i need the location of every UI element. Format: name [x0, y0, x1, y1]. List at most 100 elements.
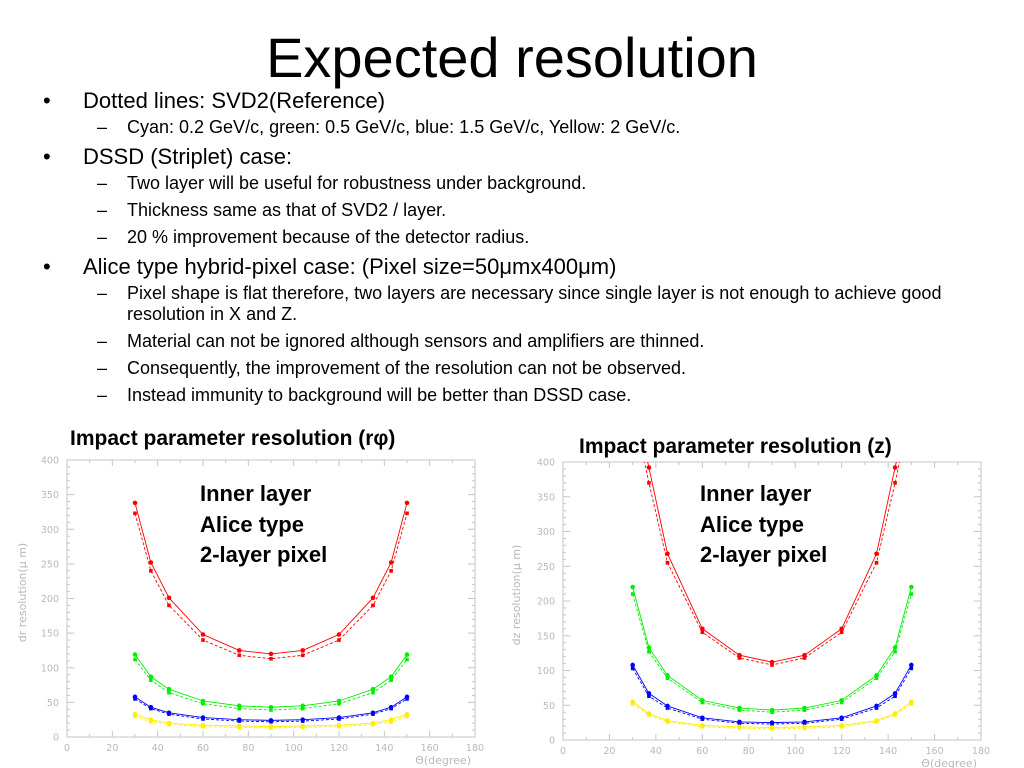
y-tick-label: 100	[537, 666, 555, 677]
chart-z: 0 20 40 60 80 100 120 140 160 180 0 50 100 150 200 250 3…	[510, 458, 990, 768]
x-tick-label: 80	[743, 746, 755, 757]
reference-point	[201, 701, 205, 706]
chart-rphi-annotation: Inner layer Alice type 2-layer pixel	[200, 479, 327, 571]
data-point	[769, 720, 775, 725]
data-point	[132, 711, 138, 717]
data-point	[700, 626, 705, 632]
data-point	[336, 698, 342, 704]
reference-point	[201, 638, 205, 642]
x-tick-label: 20	[106, 743, 118, 754]
sub-bullet-text: Instead immunity to background will be b…	[127, 385, 632, 405]
bullet-item: • Alice type hybrid-pixel case: (Pixel si…	[40, 254, 980, 280]
data-point	[132, 500, 138, 506]
data-point	[874, 718, 879, 723]
data-point	[336, 632, 342, 637]
data-point	[802, 705, 807, 711]
data-point	[370, 595, 376, 601]
x-tick-label: 140	[375, 743, 393, 754]
reference-point	[737, 656, 742, 660]
reference-point	[300, 653, 305, 658]
sub-bullet-marker: –	[97, 331, 108, 351]
reference-point	[647, 481, 651, 485]
data-point	[388, 560, 394, 565]
reference-point	[149, 678, 153, 683]
sub-bullet-text: Thickness same as that of SVD2 / layer.	[127, 200, 447, 220]
data-point	[839, 723, 844, 728]
x-tick-label: 40	[152, 743, 164, 754]
bullet-list: • Dotted lines: SVD2(Reference) – Cyan: 0.2…	[40, 86, 980, 412]
reference-point	[337, 701, 341, 706]
data-point	[236, 723, 242, 729]
bullet-item: • Dotted lines: SVD2(Reference)	[40, 88, 980, 114]
reference-point	[371, 603, 375, 608]
data-point	[404, 694, 410, 700]
annotation-line: Inner layer	[200, 481, 312, 506]
data-point	[874, 703, 879, 709]
data-point	[166, 720, 172, 726]
data-point	[148, 674, 154, 680]
reference-series-line	[632, 668, 912, 725]
x-tick-label: 120	[833, 746, 851, 757]
reference-point	[630, 666, 635, 671]
chart-rphi: 0 20 40 60 80 100 120 140 160 180 0 50 100 150 200 250 3…	[16, 456, 484, 768]
data-point	[630, 699, 635, 705]
sub-bullet-marker: –	[97, 385, 108, 405]
reference-series-line	[632, 593, 912, 713]
sub-bullet-text: 20 % improvement because of the detector…	[127, 227, 530, 247]
reference-point	[647, 694, 651, 699]
data-point	[268, 718, 274, 723]
data-point	[892, 711, 898, 716]
data-point	[166, 595, 172, 601]
data-point	[300, 717, 306, 722]
data-point	[737, 719, 742, 725]
x-tick-label: 60	[197, 743, 209, 754]
annotation-line: 2-layer pixel	[200, 542, 328, 567]
data-point	[737, 652, 742, 658]
x-tick-label: 40	[650, 746, 662, 757]
reference-point	[149, 569, 153, 573]
reference-point	[665, 560, 670, 565]
data-point	[268, 724, 274, 729]
sub-bullet-item: –20 % improvement because of the detecto…	[40, 227, 980, 248]
data-point	[700, 715, 705, 721]
data-point	[370, 720, 376, 726]
reference-series-line	[134, 698, 408, 723]
data-point	[236, 703, 242, 709]
y-tick-label: 150	[41, 629, 59, 640]
chart-z-title: Impact parameter resolution (z)	[579, 435, 892, 458]
x-tick-label: 100	[786, 746, 804, 757]
data-point	[769, 659, 775, 665]
data-point	[646, 645, 652, 650]
data-point	[646, 711, 652, 716]
reference-point	[237, 706, 242, 711]
reference-point	[371, 690, 375, 695]
reference-point	[133, 657, 137, 662]
sub-bullet-marker: –	[97, 200, 108, 220]
reference-point	[300, 706, 305, 711]
reference-point	[405, 511, 409, 516]
data-point	[132, 652, 138, 657]
annotation-line: Alice type	[200, 511, 304, 537]
data-point	[737, 724, 742, 730]
data-point	[336, 722, 342, 728]
sub-bullet-text: Consequently, the improvement of the res…	[127, 358, 687, 378]
reference-point	[665, 676, 670, 680]
data-point	[370, 686, 376, 692]
reference-point	[337, 638, 341, 642]
data-point	[909, 662, 914, 668]
y-tick-label: 0	[53, 733, 59, 744]
data-point	[236, 717, 242, 722]
y-tick-label: 50	[543, 701, 555, 712]
reference-point	[839, 630, 844, 635]
data-point	[200, 632, 206, 637]
data-point	[200, 698, 206, 704]
plot-series-area	[630, 462, 914, 731]
y-axis-title: dz resolution(μ m)	[510, 545, 523, 646]
data-point	[404, 711, 410, 717]
data-point	[909, 699, 914, 705]
reference-point	[237, 653, 242, 658]
reference-point	[389, 678, 393, 683]
y-tick-label: 200	[41, 594, 59, 605]
y-tick-label: 300	[537, 527, 555, 538]
reference-point	[909, 666, 914, 671]
